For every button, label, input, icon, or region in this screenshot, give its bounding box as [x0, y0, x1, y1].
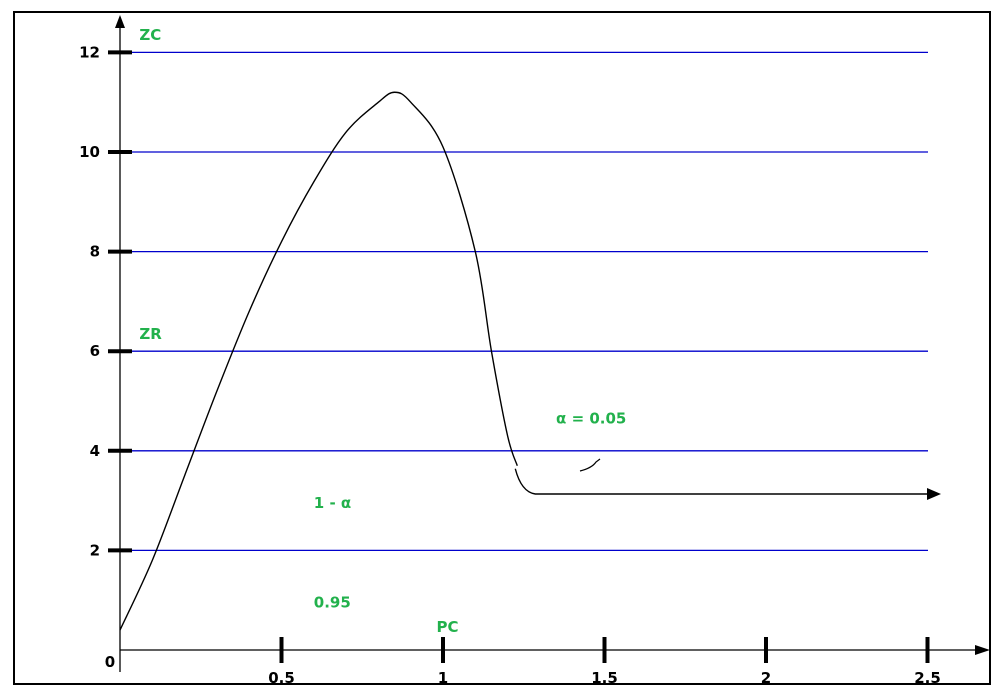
y-tick-label-1: 4	[90, 442, 100, 460]
annotation-5: PC	[437, 618, 459, 636]
x-tick-label-0: 0.5	[268, 669, 295, 687]
y-axis-arrow	[115, 15, 125, 28]
curve-layer	[119, 91, 941, 631]
x-tick-label-2: 1.5	[591, 669, 618, 687]
y-tick-label-2: 6	[90, 342, 100, 360]
series-curve	[119, 91, 518, 631]
x-tick-label-1: 1	[438, 669, 448, 687]
y-tick-label-5: 12	[79, 43, 100, 61]
annotation-1: ZR	[139, 325, 162, 343]
origin-label: 0	[105, 653, 115, 671]
axes-layer: 2 4 6 8 10 12 0.5 1 1.5 2 2.5 0	[79, 15, 990, 687]
annotation-2: α = 0.05	[556, 409, 626, 427]
y-tick-label-3: 8	[90, 243, 100, 261]
y-tick-label-4: 10	[79, 143, 100, 161]
region-arrow-head	[927, 488, 941, 500]
y-tick-label-0: 2	[90, 541, 100, 559]
annotation-4: 0.95	[314, 594, 351, 612]
annotation-0: ZC	[139, 26, 161, 44]
x-tick-label-4: 2.5	[914, 669, 941, 687]
x-tick-label-3: 2	[761, 669, 771, 687]
chart-border	[13, 11, 991, 685]
x-axis-arrow	[975, 645, 990, 655]
annotation-layer: ZC ZR α = 0.05 1 - α 0.95 PC	[139, 26, 626, 636]
region-arrow-line	[514, 468, 928, 495]
hand-mark	[579, 458, 601, 472]
annotation-3: 1 - α	[314, 494, 351, 512]
grid-layer	[120, 51, 928, 552]
